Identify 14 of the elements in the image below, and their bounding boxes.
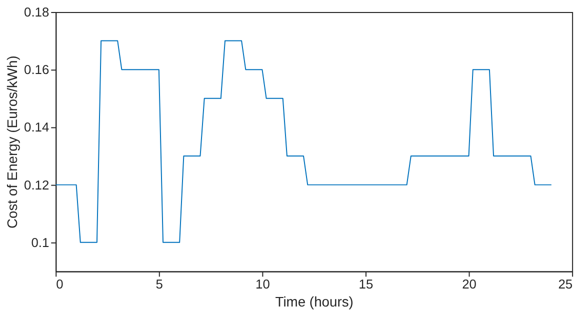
x-tick-label: 10 bbox=[256, 276, 270, 292]
y-axis-title: Cost of Energy (Euros/kWh) bbox=[4, 56, 20, 229]
y-tick-label: 0.14 bbox=[24, 120, 50, 135]
x-axis-title: Time (hours) bbox=[275, 293, 354, 310]
y-tick-label: 0.18 bbox=[24, 4, 50, 20]
x-tick-label: 15 bbox=[358, 276, 374, 292]
y-tick-label: 0.12 bbox=[24, 177, 50, 192]
line-series bbox=[55, 40, 552, 243]
x-tick-label: 25 bbox=[558, 276, 573, 292]
y-tick-label: 0.1 bbox=[31, 234, 50, 250]
y-tick-label: 0.16 bbox=[24, 62, 50, 78]
x-tick-label: 5 bbox=[156, 276, 163, 292]
x-tick-label: 0 bbox=[56, 276, 64, 292]
x-tick-label: 20 bbox=[462, 276, 476, 292]
